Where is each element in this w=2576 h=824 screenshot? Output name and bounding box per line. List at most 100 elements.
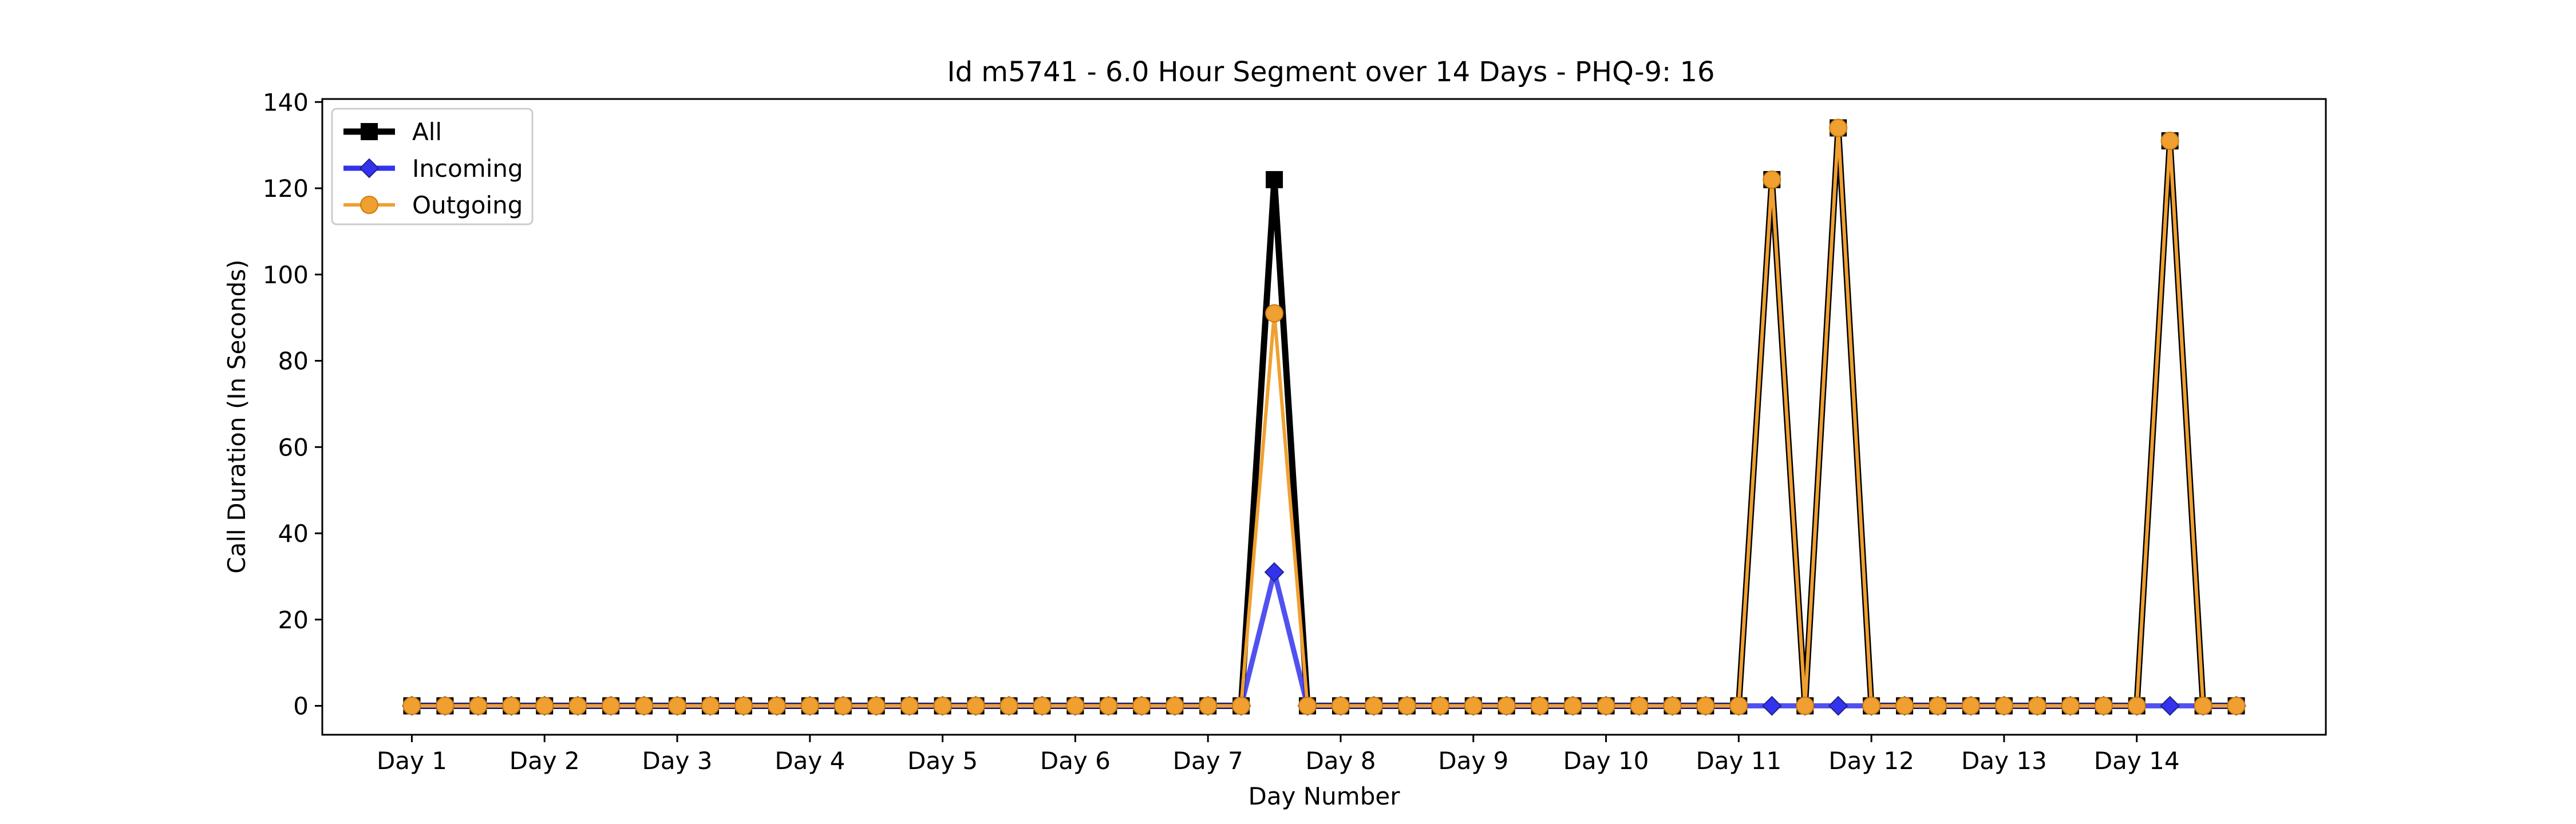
data-point-outgoing xyxy=(966,696,985,715)
x-tick-label: Day 4 xyxy=(775,747,845,775)
data-point-outgoing xyxy=(1796,696,1815,715)
y-tick-label: 100 xyxy=(263,261,309,289)
data-point-incoming xyxy=(1264,562,1285,583)
data-point-outgoing xyxy=(900,696,919,715)
data-point-outgoing xyxy=(436,696,455,715)
y-tick-label: 120 xyxy=(263,175,309,203)
data-point-outgoing xyxy=(568,696,587,715)
data-point-outgoing xyxy=(999,696,1018,715)
data-point-incoming xyxy=(1828,696,1848,716)
data-point-outgoing xyxy=(2061,696,2080,715)
data-point-outgoing xyxy=(402,696,421,715)
legend-marker-incoming xyxy=(359,158,380,179)
data-point-outgoing xyxy=(1929,696,1947,715)
data-point-outgoing xyxy=(1563,696,1582,715)
x-tick-label: Day 9 xyxy=(1438,747,1508,775)
data-point-outgoing xyxy=(1331,696,1350,715)
data-point-outgoing xyxy=(1165,696,1184,715)
legend-item-incoming: Incoming xyxy=(343,154,523,183)
x-tick-label: Day 13 xyxy=(1961,747,2047,775)
data-point-outgoing xyxy=(1663,696,1682,715)
data-point-outgoing xyxy=(1431,696,1449,715)
data-point-outgoing xyxy=(2160,132,2179,150)
data-point-outgoing xyxy=(602,696,621,715)
series-incoming xyxy=(402,562,2246,716)
data-point-outgoing xyxy=(833,696,852,715)
series-line-incoming xyxy=(412,571,2237,708)
data-point-outgoing xyxy=(1298,696,1317,715)
data-point-incoming xyxy=(2160,696,2180,716)
series-all xyxy=(403,119,2245,715)
data-point-outgoing xyxy=(1630,696,1649,715)
x-tick-label: Day 1 xyxy=(377,747,447,775)
legend-frame xyxy=(331,108,534,225)
data-point-outgoing xyxy=(2028,696,2046,715)
y-tick-label: 80 xyxy=(278,347,309,375)
data-point-outgoing xyxy=(1961,696,1980,715)
data-point-all xyxy=(1266,171,1283,188)
data-point-outgoing xyxy=(2127,696,2146,715)
y-axis-label: Call Duration (In Seconds) xyxy=(223,259,251,573)
data-point-outgoing xyxy=(1696,696,1715,715)
data-point-outgoing xyxy=(502,696,521,715)
data-point-outgoing xyxy=(635,696,654,715)
data-point-outgoing xyxy=(1497,696,1516,715)
data-point-incoming xyxy=(1761,696,1782,716)
legend-label-incoming: Incoming xyxy=(412,154,523,183)
x-tick-label: Day 7 xyxy=(1173,747,1243,775)
data-point-outgoing xyxy=(1530,696,1549,715)
data-point-outgoing xyxy=(2227,696,2246,715)
data-point-outgoing xyxy=(1895,696,1914,715)
x-tick-label: Day 8 xyxy=(1305,747,1376,775)
data-point-outgoing xyxy=(1763,170,1781,189)
x-axis-label: Day Number xyxy=(1248,782,1400,810)
data-point-outgoing xyxy=(1066,696,1085,715)
data-point-outgoing xyxy=(1132,696,1151,715)
y-tick-label: 0 xyxy=(293,692,309,720)
legend-item-all: All xyxy=(343,118,442,146)
data-point-outgoing xyxy=(701,696,720,715)
axes: 0 20 40 60 80 100 120 140 Day 1 Day 2 Day 3 Day 4 Da… xyxy=(263,88,2180,775)
y-tick-label: 20 xyxy=(278,606,309,634)
data-point-outgoing xyxy=(1265,304,1284,323)
data-point-outgoing xyxy=(933,696,952,715)
data-point-outgoing xyxy=(1994,696,2013,715)
x-tick-label: Day 12 xyxy=(1828,747,1914,775)
x-tick-label: Day 6 xyxy=(1040,747,1111,775)
data-point-outgoing xyxy=(1862,696,1881,715)
data-point-outgoing xyxy=(1199,696,1218,715)
legend-marker-outgoing xyxy=(360,196,378,214)
y-tick-label: 40 xyxy=(278,520,309,548)
data-point-outgoing xyxy=(469,696,488,715)
data-point-outgoing xyxy=(1597,696,1615,715)
y-tick-label: 60 xyxy=(278,433,309,461)
data-point-outgoing xyxy=(668,696,687,715)
series-line-outgoing xyxy=(412,128,2237,708)
x-tick-label: Day 2 xyxy=(509,747,580,775)
chart-title: Id m5741 - 6.0 Hour Segment over 14 Days… xyxy=(947,56,1714,88)
legend: All Incoming Outgoing xyxy=(331,108,534,225)
plot-frame xyxy=(321,98,2327,736)
data-point-outgoing xyxy=(1729,696,1748,715)
data-point-outgoing xyxy=(767,696,786,715)
x-tick-label: Day 14 xyxy=(2094,747,2180,775)
data-point-outgoing xyxy=(1397,696,1416,715)
x-tick-label: Day 10 xyxy=(1563,747,1649,775)
legend-marker-all xyxy=(361,123,378,140)
data-point-outgoing xyxy=(867,696,886,715)
y-tick-label: 140 xyxy=(263,88,309,116)
data-point-outgoing xyxy=(1464,696,1483,715)
data-point-outgoing xyxy=(1829,118,1848,137)
series-outgoing xyxy=(402,118,2246,715)
data-point-outgoing xyxy=(2094,696,2113,715)
plot-area xyxy=(402,118,2246,716)
data-point-outgoing xyxy=(734,696,753,715)
data-point-outgoing xyxy=(535,696,554,715)
x-tick-label: Day 3 xyxy=(642,747,713,775)
legend-label-outgoing: Outgoing xyxy=(412,191,523,219)
data-point-outgoing xyxy=(1364,696,1383,715)
legend-item-outgoing: Outgoing xyxy=(343,191,523,219)
series-line-all xyxy=(412,128,2237,709)
data-point-outgoing xyxy=(1099,696,1118,715)
